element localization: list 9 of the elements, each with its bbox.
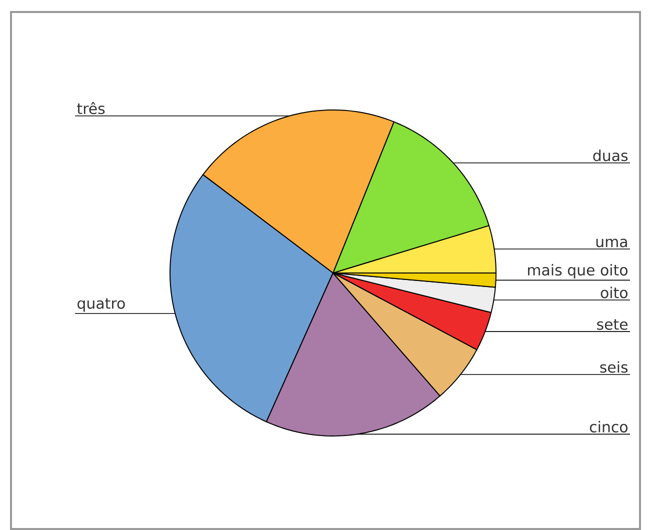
slice-label: seis xyxy=(600,361,628,373)
slice-label: cinco xyxy=(590,420,628,432)
slice-label: mais que oito xyxy=(528,264,628,278)
slice-label: duas xyxy=(593,150,628,162)
slice-label: sete xyxy=(597,319,628,330)
slice-label: três xyxy=(77,102,105,114)
slice-label: oito xyxy=(600,286,628,298)
slice-label: quatro xyxy=(78,298,125,312)
slice-label: uma xyxy=(596,238,627,248)
